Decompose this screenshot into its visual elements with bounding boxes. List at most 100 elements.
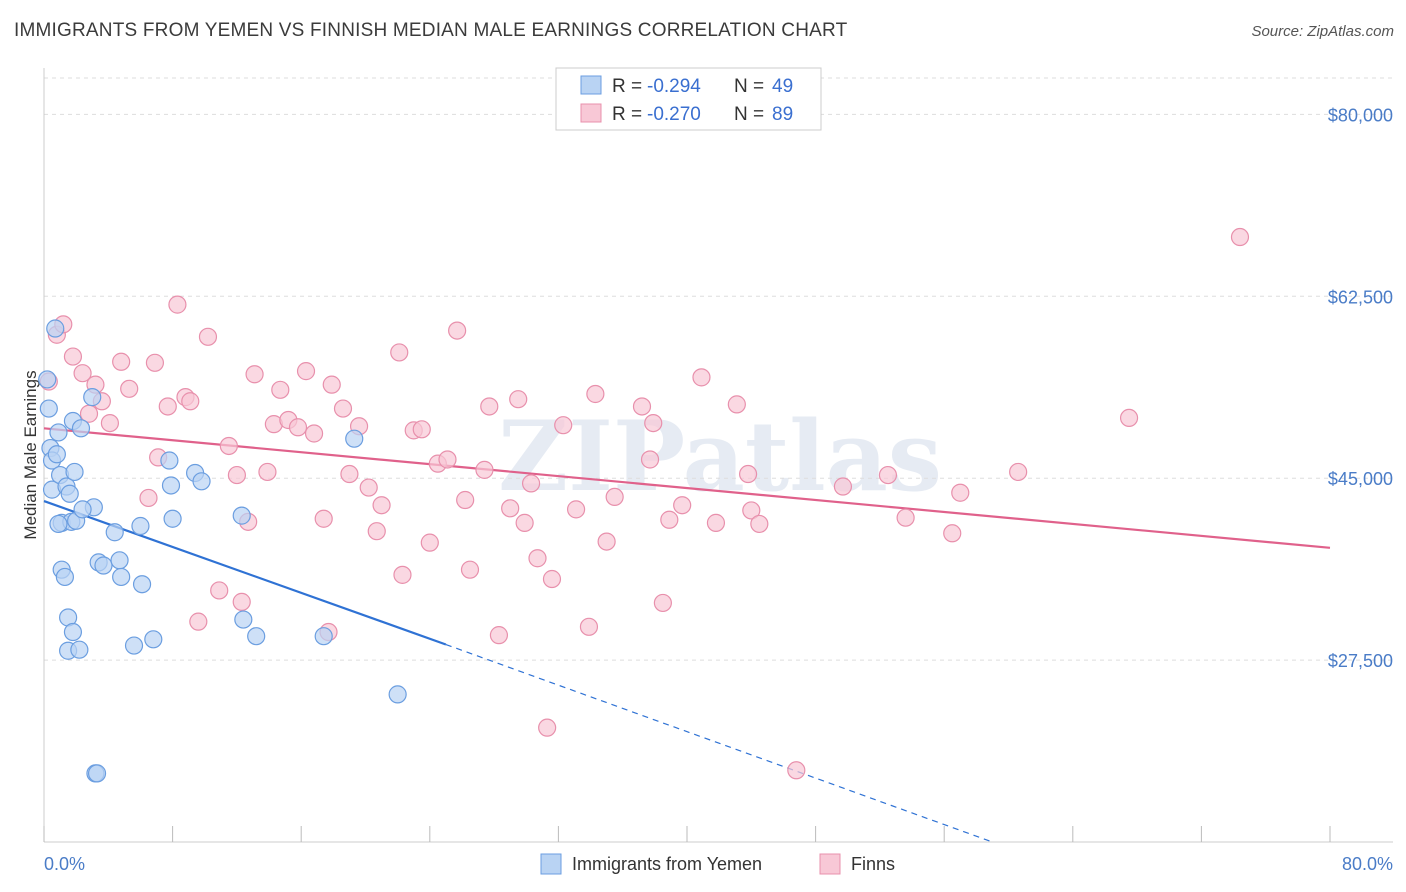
legend-n-value-yemen: 49 xyxy=(772,76,793,97)
finns-point xyxy=(738,464,758,484)
finns-point xyxy=(73,364,92,383)
finns-point xyxy=(210,581,229,600)
finns-point xyxy=(296,362,316,381)
bottom-legend-label-finns: Finns xyxy=(851,854,895,874)
finns-point xyxy=(1009,462,1028,482)
source-credit: Source: ZipAtlas.com xyxy=(1251,23,1394,40)
legend-r-label-yemen: R = xyxy=(612,76,642,97)
finns-point xyxy=(727,395,746,414)
finns-point xyxy=(393,565,412,584)
finns-point xyxy=(605,487,624,507)
finns-point xyxy=(333,399,353,418)
chart-title: IMMIGRANTS FROM YEMEN VS FINNISH MEDIAN … xyxy=(14,20,848,41)
finns-point xyxy=(271,380,290,399)
yemen-point xyxy=(46,319,65,338)
finns-point xyxy=(63,347,83,366)
yemen-point xyxy=(345,429,364,448)
legend-swatch-yemen xyxy=(580,75,602,95)
yemen-point xyxy=(314,627,333,646)
finns-point xyxy=(456,490,475,510)
bottom-legend-label-yemen: Immigrants from Yemen xyxy=(572,854,762,874)
finns-point xyxy=(475,460,494,479)
yemen-point xyxy=(73,500,92,519)
finns-point xyxy=(438,450,457,469)
series-legend: Immigrants from Yemen Finns xyxy=(540,853,895,875)
yemen-point xyxy=(47,445,66,464)
x-tick-label-min: 0.0% xyxy=(44,854,85,874)
finns-point xyxy=(227,465,246,485)
finns-point xyxy=(586,384,605,404)
yemen-point xyxy=(247,627,266,646)
finns-point xyxy=(640,450,660,469)
yemen-point xyxy=(124,636,144,655)
yemen-point xyxy=(63,622,83,642)
finns-point xyxy=(412,420,431,439)
y-axis-tick-labels: $27,500 $45,000 $62,500 $80,000 xyxy=(1328,105,1393,671)
finns-point xyxy=(189,612,208,631)
finns-point xyxy=(314,509,333,528)
finns-point xyxy=(653,593,672,613)
finns-point xyxy=(198,327,218,346)
finns-point xyxy=(460,560,480,579)
yemen-point xyxy=(112,567,131,587)
finns-point xyxy=(367,522,386,541)
finns-point xyxy=(833,477,853,496)
finns-point xyxy=(644,413,663,433)
yemen-point xyxy=(131,516,150,536)
yemen-point xyxy=(232,506,251,525)
finns-point xyxy=(181,392,200,411)
stats-legend: R = -0.294 N = 49 R = -0.270 N = 89 xyxy=(555,67,822,131)
finns-point xyxy=(501,499,520,518)
yemen-point xyxy=(388,685,407,704)
yemen-point xyxy=(83,388,102,407)
finns-point xyxy=(597,532,616,551)
finns-point xyxy=(258,462,277,482)
finns-point xyxy=(112,352,131,371)
yemen-point xyxy=(144,630,163,649)
yemen-point xyxy=(65,462,84,482)
y-axis-title: Median Male Earnings xyxy=(21,370,40,539)
yemen-point xyxy=(87,764,107,783)
axes xyxy=(43,68,1393,843)
finns-point xyxy=(390,343,409,362)
yemen-point xyxy=(110,551,129,570)
legend-r-label-finns: R = xyxy=(612,104,642,125)
yemen-point xyxy=(163,509,182,528)
finns-point xyxy=(372,496,391,515)
x-tick-label-max: 80.0% xyxy=(1342,854,1393,874)
finns-point xyxy=(566,500,586,519)
yemen-point xyxy=(55,567,74,587)
finns-point xyxy=(420,533,439,552)
legend-n-label-yemen: N = xyxy=(734,76,764,97)
bottom-legend-swatch-yemen xyxy=(540,853,562,875)
finns-point xyxy=(359,478,378,497)
finns-point xyxy=(521,474,541,493)
finns-point xyxy=(232,592,251,611)
yemen-point xyxy=(71,419,91,438)
trend-line-extension-yemen xyxy=(445,643,993,843)
yemen-point xyxy=(234,610,253,629)
legend-n-value-finns: 89 xyxy=(772,104,793,125)
finns-point xyxy=(288,418,308,437)
finns-point xyxy=(538,718,557,737)
finns-point xyxy=(168,295,187,314)
finns-point xyxy=(219,436,238,456)
finns-point xyxy=(1119,408,1139,428)
yemen-point xyxy=(60,484,79,503)
finns-point xyxy=(692,368,711,387)
finns-point xyxy=(322,375,341,394)
finns-point xyxy=(943,524,962,543)
finns-point xyxy=(542,569,562,589)
finns-point xyxy=(139,488,158,508)
yemen-point xyxy=(192,472,211,491)
finns-point xyxy=(145,353,165,372)
yemen-point xyxy=(160,451,179,470)
legend-n-label-finns: N = xyxy=(734,104,764,125)
watermark: ZIPatlas xyxy=(498,400,942,513)
finns-point xyxy=(742,501,761,520)
yemen-point xyxy=(49,514,68,534)
y-tick-label: $45,000 xyxy=(1328,469,1393,489)
y-tick-label: $62,500 xyxy=(1328,287,1393,307)
yemen-points xyxy=(38,319,407,783)
legend-swatch-finns xyxy=(580,103,602,123)
